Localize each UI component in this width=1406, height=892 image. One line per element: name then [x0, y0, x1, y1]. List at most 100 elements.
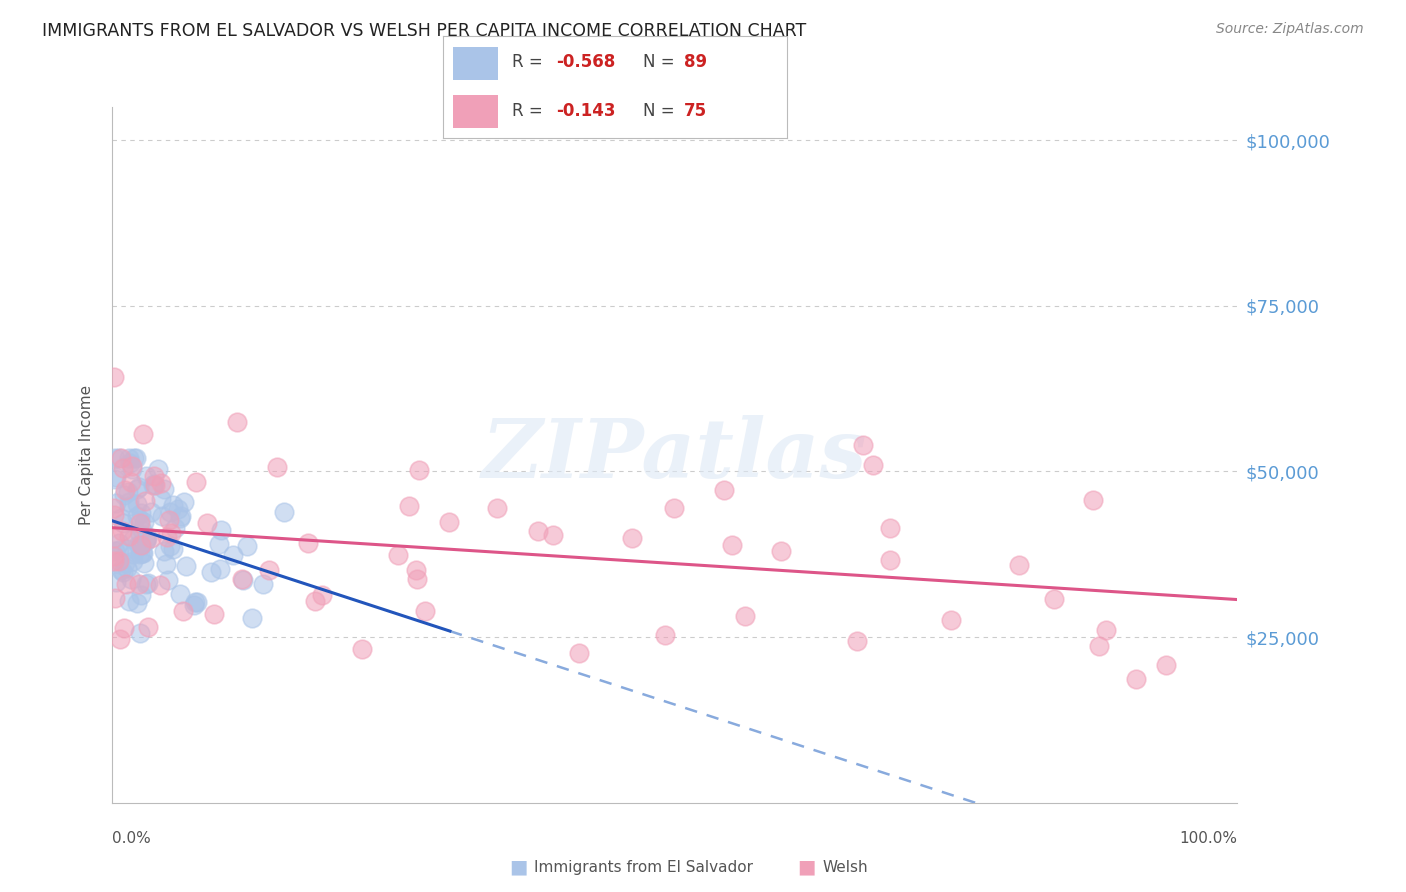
Point [112, 565, 135, 579]
Point [122, 451, 145, 466]
Point [110, 511, 132, 525]
Point [163, 521, 186, 535]
Text: 0.0%: 0.0% [112, 831, 152, 846]
Point [111, 516, 134, 530]
Point [486, 501, 509, 516]
Text: ZIPatlas: ZIPatlas [482, 415, 868, 495]
Point [117, 495, 139, 509]
Point [162, 541, 184, 556]
Point [169, 511, 191, 525]
Point [134, 493, 156, 508]
Point [208, 536, 231, 550]
Point [186, 594, 208, 608]
Point [150, 476, 173, 491]
Text: -0.143: -0.143 [557, 102, 616, 120]
Point [121, 462, 143, 476]
Point [131, 546, 153, 560]
Point [304, 594, 326, 608]
Point [122, 554, 145, 568]
Point [115, 561, 138, 575]
Point [132, 556, 155, 570]
Point [128, 576, 150, 591]
Point [127, 596, 149, 610]
Point [236, 539, 259, 553]
Point [110, 450, 132, 465]
Point [149, 491, 172, 506]
Point [437, 515, 460, 529]
Point [143, 469, 166, 483]
Point [107, 543, 129, 558]
Point [108, 632, 131, 646]
Point [862, 458, 884, 472]
Text: R =: R = [512, 54, 548, 71]
Point [117, 484, 139, 499]
Y-axis label: Per Capita Income: Per Capita Income [79, 384, 94, 525]
Point [152, 482, 174, 496]
Point [209, 523, 232, 537]
Point [311, 588, 333, 602]
Point [174, 558, 197, 573]
Text: ■: ■ [509, 857, 527, 877]
Point [105, 556, 128, 570]
Point [122, 532, 145, 546]
Point [131, 426, 153, 441]
Point [104, 495, 127, 509]
FancyBboxPatch shape [453, 95, 498, 128]
Point [108, 554, 131, 568]
Point [527, 524, 550, 538]
Point [128, 625, 150, 640]
Point [226, 416, 249, 430]
Point [297, 535, 319, 549]
Point [112, 488, 135, 502]
Point [136, 530, 159, 544]
Point [769, 544, 792, 558]
Point [387, 548, 409, 562]
Point [266, 459, 288, 474]
Text: R =: R = [512, 102, 548, 120]
Point [252, 577, 274, 591]
Point [939, 613, 962, 627]
Point [121, 458, 143, 473]
Point [104, 472, 127, 486]
Point [172, 604, 194, 618]
Point [143, 478, 166, 492]
Point [108, 536, 131, 550]
Point [155, 557, 177, 571]
Point [111, 524, 134, 538]
Point [398, 499, 420, 513]
Point [852, 438, 875, 452]
Point [118, 451, 141, 466]
Point [568, 646, 591, 660]
Text: 89: 89 [685, 54, 707, 71]
Point [129, 507, 152, 521]
Point [879, 521, 901, 535]
Point [122, 547, 145, 561]
Point [232, 573, 254, 587]
Point [103, 554, 125, 568]
Text: N =: N = [643, 102, 679, 120]
Point [114, 576, 136, 591]
Point [183, 598, 205, 612]
Point [103, 508, 125, 522]
Point [139, 505, 162, 519]
Point [662, 501, 685, 516]
Point [150, 508, 173, 523]
Point [142, 477, 165, 491]
Point [139, 531, 162, 545]
Point [114, 483, 136, 497]
Point [541, 528, 564, 542]
Point [131, 523, 153, 537]
Point [120, 572, 142, 586]
Point [159, 505, 181, 519]
Point [104, 574, 127, 589]
Point [242, 611, 264, 625]
Point [405, 563, 427, 577]
Point [413, 604, 436, 618]
Point [200, 566, 222, 580]
Point [120, 456, 142, 470]
Point [162, 498, 184, 512]
Point [112, 461, 135, 475]
Point [1095, 623, 1118, 637]
Point [1154, 658, 1177, 673]
Point [1083, 493, 1105, 508]
